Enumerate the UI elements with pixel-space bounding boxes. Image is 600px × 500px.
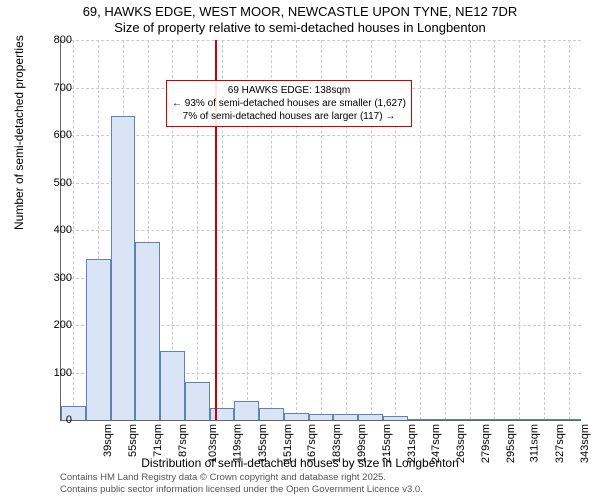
- histogram-bar: [210, 408, 235, 420]
- gridline-v: [519, 40, 520, 420]
- xtick-label: 167sqm: [307, 424, 319, 463]
- xtick-label: 71sqm: [152, 424, 164, 457]
- xtick-label: 183sqm: [331, 424, 343, 463]
- xtick-label: 199sqm: [356, 424, 368, 463]
- histogram-bar: [309, 414, 334, 420]
- xtick-label: 247sqm: [430, 424, 442, 463]
- histogram-bar: [86, 259, 111, 421]
- ytick-label: 400: [54, 224, 72, 236]
- gridline-v: [445, 40, 446, 420]
- histogram-bar: [457, 419, 482, 420]
- xtick-label: 279sqm: [480, 424, 492, 463]
- xtick-label: 39sqm: [102, 424, 114, 457]
- footer-line2: Contains public sector information licen…: [60, 484, 423, 496]
- histogram-bar: [556, 419, 581, 420]
- xtick-label: 103sqm: [208, 424, 220, 463]
- gridline-v: [73, 40, 74, 420]
- xtick-label: 343sqm: [579, 424, 591, 463]
- histogram-bar: [284, 413, 309, 420]
- histogram-bar: [383, 416, 408, 420]
- xtick-label: 151sqm: [282, 424, 294, 463]
- gridline-v: [494, 40, 495, 420]
- histogram-bar: [111, 116, 136, 420]
- annotation-box: 69 HAWKS EDGE: 138sqm← 93% of semi-detac…: [166, 80, 412, 127]
- footer-attribution: Contains HM Land Registry data © Crown c…: [60, 472, 423, 497]
- title-line1: 69, HAWKS EDGE, WEST MOOR, NEWCASTLE UPO…: [0, 4, 600, 19]
- histogram-bar: [160, 351, 185, 420]
- histogram-bar: [61, 406, 86, 420]
- ytick-label: 0: [66, 414, 72, 426]
- histogram-bar: [135, 242, 160, 420]
- xtick-label: 119sqm: [232, 424, 244, 462]
- gridline-v: [420, 40, 421, 420]
- gridline-v: [544, 40, 545, 420]
- ytick-label: 200: [54, 319, 72, 331]
- histogram-bar: [333, 414, 358, 420]
- histogram-bar: [185, 382, 210, 420]
- xtick-label: 87sqm: [177, 424, 189, 457]
- footer-line1: Contains HM Land Registry data © Crown c…: [60, 472, 423, 484]
- xtick-label: 295sqm: [505, 424, 517, 463]
- y-axis-label: Number of semi-detached properties: [12, 35, 26, 230]
- histogram-bar: [531, 419, 556, 420]
- histogram-bar: [259, 408, 284, 420]
- annotation-line2: ← 93% of semi-detached houses are smalle…: [172, 97, 406, 110]
- annotation-line3: 7% of semi-detached houses are larger (1…: [172, 110, 406, 123]
- histogram-bar: [234, 401, 259, 420]
- xtick-label: 311sqm: [529, 424, 541, 462]
- ytick-label: 300: [54, 272, 72, 284]
- title-line2: Size of property relative to semi-detach…: [0, 20, 600, 35]
- ytick-label: 600: [54, 129, 72, 141]
- chart-area: 69 HAWKS EDGE: 138sqm← 93% of semi-detac…: [60, 40, 580, 420]
- chart-container: 69, HAWKS EDGE, WEST MOOR, NEWCASTLE UPO…: [0, 0, 600, 500]
- ytick-label: 500: [54, 177, 72, 189]
- xtick-label: 55sqm: [127, 424, 139, 457]
- ytick-label: 700: [54, 82, 72, 94]
- xtick-label: 327sqm: [554, 424, 566, 463]
- plot-region: 69 HAWKS EDGE: 138sqm← 93% of semi-detac…: [60, 40, 581, 421]
- ytick-label: 100: [54, 367, 72, 379]
- histogram-bar: [432, 419, 457, 420]
- xtick-label: 215sqm: [381, 424, 393, 463]
- histogram-bar: [358, 414, 383, 420]
- ytick-label: 800: [54, 34, 72, 46]
- annotation-line1: 69 HAWKS EDGE: 138sqm: [172, 84, 406, 97]
- xtick-label: 231sqm: [406, 424, 418, 463]
- xtick-label: 135sqm: [257, 424, 269, 463]
- histogram-bar: [482, 419, 507, 420]
- histogram-bar: [408, 419, 433, 420]
- histogram-bar: [507, 419, 532, 420]
- gridline-v: [470, 40, 471, 420]
- gridline-v: [569, 40, 570, 420]
- xtick-label: 263sqm: [455, 424, 467, 463]
